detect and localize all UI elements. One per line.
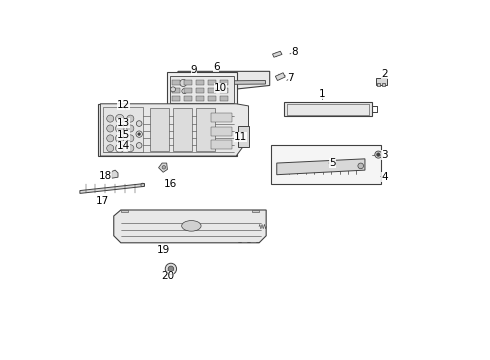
Bar	[184, 80, 192, 85]
Circle shape	[136, 121, 142, 126]
Text: 17: 17	[96, 196, 109, 206]
Bar	[375, 78, 387, 85]
Circle shape	[136, 143, 142, 148]
Bar	[121, 210, 128, 212]
Polygon shape	[114, 210, 266, 243]
Circle shape	[138, 133, 141, 136]
Text: 19: 19	[157, 245, 171, 255]
Circle shape	[116, 114, 124, 123]
Circle shape	[127, 135, 134, 142]
Bar	[212, 127, 232, 136]
Bar	[252, 210, 259, 212]
Circle shape	[116, 144, 124, 153]
Polygon shape	[275, 73, 285, 81]
Bar	[208, 88, 216, 93]
Text: 12: 12	[117, 100, 130, 110]
Circle shape	[127, 125, 134, 132]
Text: 13: 13	[117, 118, 130, 128]
Circle shape	[375, 151, 382, 158]
Circle shape	[180, 80, 187, 86]
Circle shape	[107, 145, 114, 152]
Circle shape	[165, 263, 176, 275]
Text: 11: 11	[234, 132, 247, 142]
Bar	[212, 113, 232, 122]
Bar	[220, 96, 228, 100]
Polygon shape	[172, 108, 192, 151]
Ellipse shape	[182, 221, 201, 231]
Text: 4: 4	[381, 172, 388, 182]
Polygon shape	[103, 107, 143, 153]
Bar	[98, 104, 237, 156]
Bar	[238, 126, 248, 147]
Bar	[196, 88, 204, 93]
Circle shape	[116, 134, 124, 143]
Polygon shape	[178, 71, 270, 95]
Text: 10: 10	[214, 83, 227, 93]
Polygon shape	[80, 184, 145, 193]
Bar	[170, 76, 234, 103]
Circle shape	[107, 115, 114, 122]
Polygon shape	[150, 108, 169, 151]
Text: 15: 15	[117, 130, 130, 140]
Polygon shape	[159, 163, 168, 172]
Bar	[212, 140, 232, 149]
Text: 5: 5	[329, 158, 336, 168]
Bar	[167, 72, 237, 106]
Circle shape	[127, 115, 134, 122]
Bar	[172, 80, 180, 85]
Bar	[172, 96, 180, 100]
Text: 3: 3	[381, 150, 388, 160]
Bar	[382, 83, 385, 86]
Text: 2: 2	[381, 69, 388, 79]
Bar	[208, 96, 216, 100]
Polygon shape	[272, 51, 282, 57]
Polygon shape	[284, 102, 372, 117]
Bar	[220, 88, 228, 93]
Polygon shape	[181, 81, 266, 85]
Polygon shape	[277, 159, 365, 175]
Text: 18: 18	[99, 171, 112, 181]
Text: 8: 8	[291, 47, 298, 57]
Circle shape	[358, 163, 364, 169]
Polygon shape	[112, 170, 118, 178]
Circle shape	[116, 124, 124, 133]
Bar	[208, 80, 216, 85]
Bar	[377, 83, 380, 86]
Bar	[220, 80, 228, 85]
Bar	[184, 88, 192, 93]
Text: 6: 6	[213, 62, 220, 72]
Text: 16: 16	[164, 179, 177, 189]
Bar	[172, 88, 180, 93]
Circle shape	[377, 153, 380, 156]
Polygon shape	[100, 104, 248, 156]
Text: 14: 14	[117, 141, 130, 152]
Text: 7: 7	[288, 73, 294, 83]
Circle shape	[171, 87, 175, 92]
Circle shape	[162, 166, 166, 169]
Circle shape	[127, 145, 134, 152]
Bar	[184, 96, 192, 100]
Circle shape	[107, 125, 114, 132]
Bar	[196, 96, 204, 100]
Circle shape	[107, 135, 114, 142]
Circle shape	[168, 266, 174, 272]
Text: 1: 1	[319, 89, 326, 99]
Text: 20: 20	[161, 271, 174, 281]
Bar	[196, 80, 204, 85]
Polygon shape	[196, 108, 215, 151]
Bar	[271, 145, 381, 184]
Text: 9: 9	[191, 65, 197, 75]
